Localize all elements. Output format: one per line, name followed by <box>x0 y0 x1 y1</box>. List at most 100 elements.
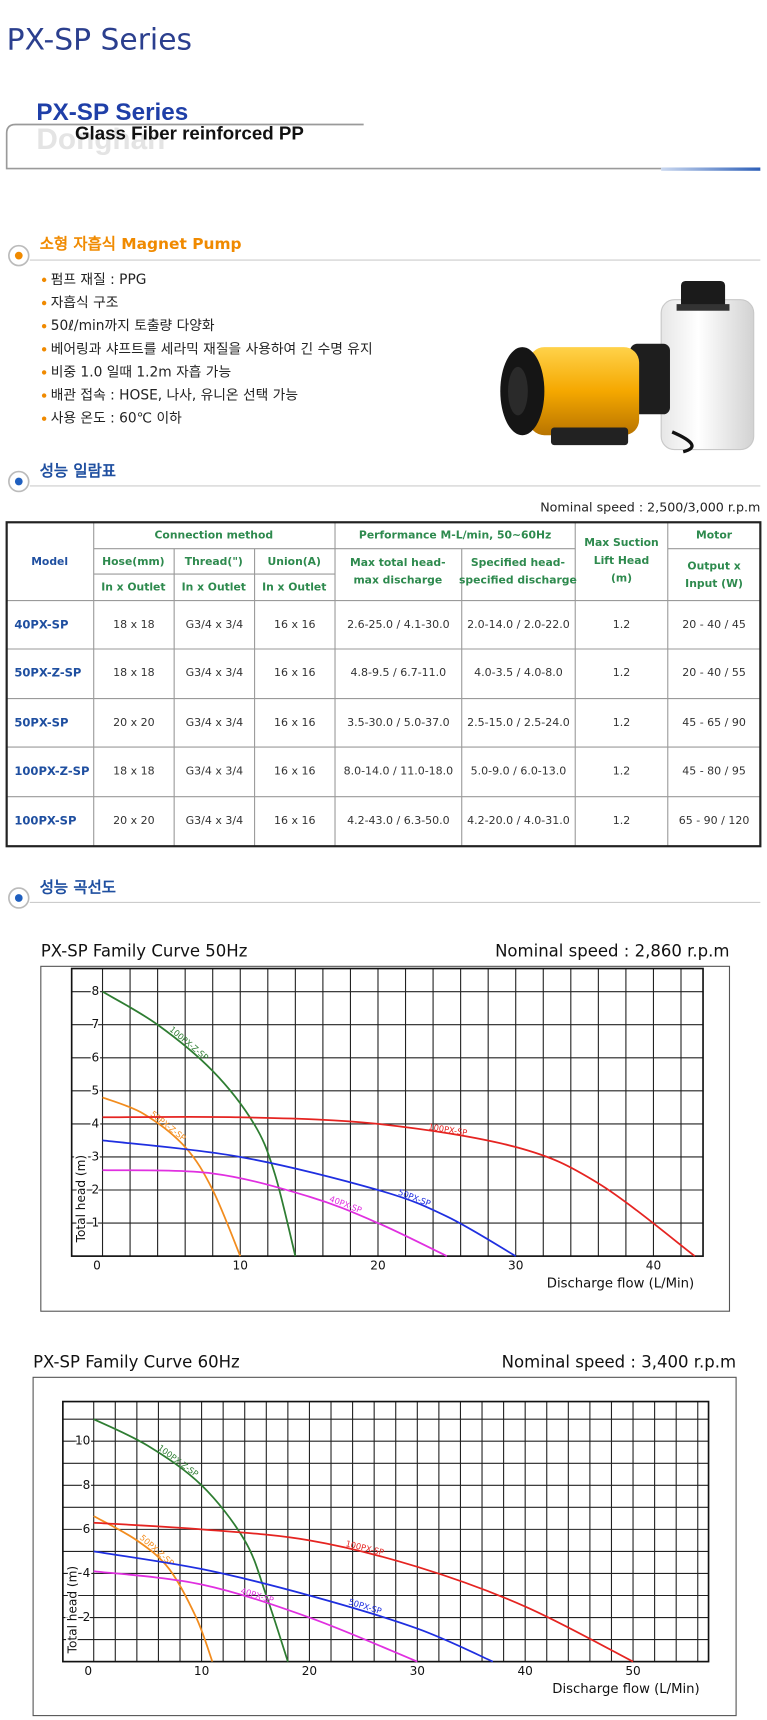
page-title: PX-SP Series <box>7 22 192 57</box>
feature-item: 사용 온도 : 60℃ 이하 <box>51 411 182 427</box>
y-tick-label: 8 <box>92 984 100 998</box>
bullet <box>41 277 47 283</box>
table-cell: 4.2-20.0 / 4.0-31.0 <box>467 814 570 827</box>
table-header: Model <box>31 555 68 568</box>
y-tick-label: 6 <box>92 1050 100 1064</box>
table-cell: 45 - 65 / 90 <box>682 716 746 729</box>
table-header: max discharge <box>353 574 442 587</box>
feature-item: 비중 1.0 일때 1.2m 자흡 가능 <box>51 364 231 380</box>
table-cell: G3/4 x 3/4 <box>186 618 243 631</box>
table-cell: 18 x 18 <box>113 666 155 679</box>
table-cell: 5.0-9.0 / 6.0-13.0 <box>471 764 567 777</box>
series-subtitle: Glass Fiber reinforced PP <box>75 122 304 143</box>
x-tick-label: 30 <box>410 1664 425 1678</box>
table-cell: 20 x 20 <box>113 814 155 827</box>
x-tick-label: 10 <box>194 1664 209 1678</box>
y-tick-label: 3 <box>92 1149 100 1163</box>
table-cell: G3/4 x 3/4 <box>186 764 243 777</box>
x-axis-label: Discharge flow (L/Min) <box>547 1277 694 1292</box>
feature-item: 50ℓ/min까지 토출량 다양화 <box>51 318 215 334</box>
bullet <box>41 370 47 375</box>
section-heading: 성능 일람표 <box>40 461 116 480</box>
table-cell: 4.8-9.5 / 6.7-11.0 <box>351 666 447 679</box>
plot-frame <box>62 1400 710 1663</box>
feature-item: 베어링과 샤프트를 세라믹 재질을 사용하여 긴 수명 유지 <box>51 341 373 357</box>
table-cell: 1.2 <box>613 814 631 827</box>
table-header: Motor <box>696 529 733 542</box>
curve-charts: PX-SP Family Curve 50Hz Nominal speed : 2… <box>32 942 737 1717</box>
x-tick-label: 10 <box>233 1259 248 1273</box>
table-cell: 16 x 16 <box>274 814 316 827</box>
table-cell: 8.0-14.0 / 11.0-18.0 <box>344 764 454 777</box>
header-accent <box>661 167 761 171</box>
line-chart: PX-SP Family Curve 60Hz Nominal speed : 3… <box>32 1352 737 1717</box>
x-tick-label: 50 <box>625 1664 640 1678</box>
model-name: 100PX-Z-SP <box>14 764 89 778</box>
model-name: 50PX-Z-SP <box>14 666 81 680</box>
curve <box>93 1515 214 1662</box>
bullet <box>41 300 47 306</box>
model-name: 40PX-SP <box>14 617 68 631</box>
table-cell: 1.2 <box>613 618 631 631</box>
curve <box>93 1521 634 1663</box>
y-axis-label: Total head (m) <box>74 1155 88 1243</box>
section-icon-dot <box>14 894 23 902</box>
table-cell: 16 x 16 <box>274 618 316 631</box>
x-tick-label: 30 <box>508 1259 523 1273</box>
bullet <box>41 323 47 329</box>
table-cell: G3/4 x 3/4 <box>186 716 243 729</box>
table-cell: 16 x 16 <box>274 666 316 679</box>
feature-item: 배관 접속 : HOSE, 나사, 유니온 선택 가능 <box>51 388 298 404</box>
y-tick-label: 5 <box>92 1083 100 1097</box>
y-axis-label: Total head (m) <box>65 1566 79 1654</box>
watermark: Donghan <box>36 123 165 156</box>
table-header: Specified head- <box>471 556 565 569</box>
table-cell: 20 - 40 / 55 <box>682 666 746 679</box>
y-tick-label: 4 <box>92 1116 100 1130</box>
table-cell: 18 x 18 <box>113 764 155 777</box>
table-border <box>5 521 762 848</box>
table-header: In x Outlet <box>262 580 326 593</box>
table-cell: G3/4 x 3/4 <box>186 814 243 827</box>
bullet <box>41 416 47 421</box>
curve <box>93 1570 418 1663</box>
chart-box <box>32 1376 737 1717</box>
chart-title: PX-SP Family Curve 50Hz <box>41 942 248 961</box>
table-cell: 1.2 <box>613 716 631 729</box>
y-tick-label: 6 <box>83 1522 91 1536</box>
pump-illustration <box>500 280 755 454</box>
curve <box>93 1550 494 1663</box>
table-header: Union(A) <box>268 555 321 568</box>
table-header: Hose(mm) <box>102 555 164 568</box>
bullet <box>41 347 47 352</box>
x-tick-label: 40 <box>646 1259 661 1273</box>
table-header: Max Suction <box>584 536 658 549</box>
table-header: Max total head- <box>350 556 446 569</box>
table-cell: 2.0-14.0 / 2.0-22.0 <box>467 618 570 631</box>
curve <box>102 1115 696 1257</box>
table-cell: 18 x 18 <box>113 618 155 631</box>
table-cell: 65 - 90 / 120 <box>679 814 750 827</box>
table-cell: 4.2-43.0 / 6.3-50.0 <box>347 814 450 827</box>
table-cell: 3.5-30.0 / 5.0-37.0 <box>347 716 450 729</box>
table-header: Input (W) <box>685 577 743 590</box>
table-header: Connection method <box>155 529 274 542</box>
table-header: In x Outlet <box>182 580 246 593</box>
x-tick-label: 20 <box>302 1664 317 1678</box>
feature-item: 자흡식 구조 <box>51 295 119 311</box>
table-cell: 4.0-3.5 / 4.0-8.0 <box>474 666 563 679</box>
y-tick-label: 4 <box>83 1566 91 1580</box>
chart-title: PX-SP Family Curve 60Hz <box>33 1352 240 1371</box>
table-header: Lift Head <box>594 554 650 567</box>
curve <box>102 1169 448 1257</box>
chart-subtitle: Nominal speed : 2,860 r.p.m <box>495 942 729 961</box>
line-chart: PX-SP Family Curve 50Hz Nominal speed : 2… <box>40 942 731 1312</box>
table-cell: 45 - 80 / 95 <box>682 764 746 777</box>
x-tick-label: 0 <box>93 1259 101 1273</box>
y-tick-label: 10 <box>75 1434 90 1448</box>
y-tick-label: 7 <box>92 1017 100 1031</box>
table-header: (m) <box>611 571 632 584</box>
feature-item: 펌프 재질 : PPG <box>51 272 147 288</box>
